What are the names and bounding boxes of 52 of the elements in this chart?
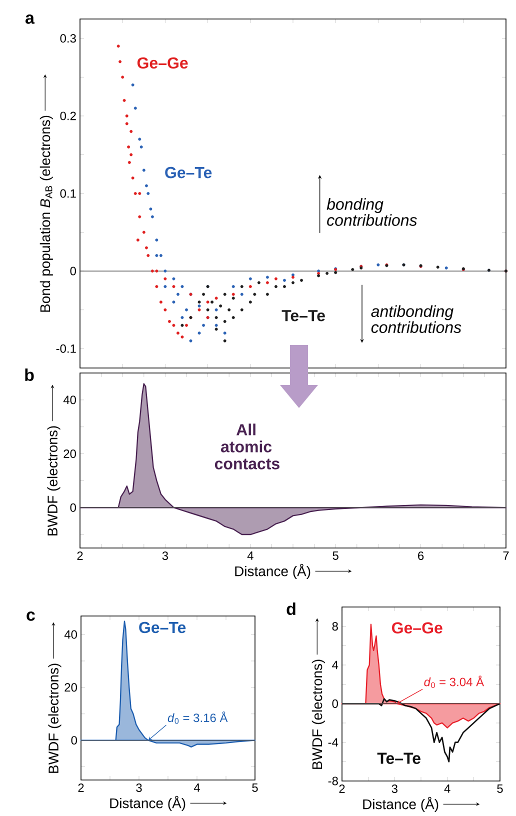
- y-axis-title: BWDF (electrons): [312, 660, 325, 769]
- y-axis-title: BWDF (electrons): [48, 664, 62, 773]
- series-label: Ge–Ge: [137, 57, 188, 69]
- x-tick-label: 3: [136, 784, 142, 792]
- x-tick-label: 4: [247, 552, 254, 560]
- y-tick-label: 0: [332, 699, 338, 708]
- y-axis-title: Bond population B$_{AB}$ (electrons): [40, 116, 53, 312]
- x-axis-title: Distance (Å): [363, 796, 438, 812]
- x-axis-title: Distance (Å): [110, 796, 186, 811]
- x-tick-label: 4: [444, 784, 450, 793]
- x-tick-label: 4: [194, 784, 200, 792]
- annotation: bonding contributions: [326, 198, 417, 226]
- y-axis-title: BWDF (electrons): [47, 426, 60, 536]
- chart-title: b: [25, 368, 34, 382]
- y-tick-label: 0: [71, 736, 77, 745]
- x-tick-label: 2: [77, 552, 83, 560]
- series-label: Ge–Ge: [392, 622, 442, 634]
- y-tick-label: 8: [332, 622, 338, 631]
- series-label: Te–Te: [377, 752, 420, 764]
- series-label: Ge–Te: [139, 622, 186, 634]
- chart-title: c: [26, 612, 35, 621]
- y-tick-label: 0: [70, 266, 76, 276]
- chart-title: a: [26, 14, 35, 24]
- y-tick-label: 40: [63, 396, 76, 404]
- x-tick-label: 6: [418, 552, 424, 560]
- annotation: antibonding contributions: [371, 305, 462, 334]
- x-tick-label: 2: [78, 784, 84, 792]
- y-tick-label: 0.2: [60, 112, 76, 120]
- annotation: d$_{0}$ = 3.04 Å: [424, 676, 484, 688]
- x-tick-label: 3: [162, 552, 168, 560]
- y-tick-label: 0: [70, 503, 76, 512]
- chart-title: d: [286, 602, 296, 616]
- annotation: d$_{0}$ = 3.16 Å: [168, 711, 228, 724]
- x-tick-label: 5: [497, 784, 503, 793]
- series-label: Ge–Te: [165, 166, 212, 178]
- y-tick-label: 40: [64, 630, 77, 639]
- series-label: Te–Te: [282, 310, 325, 322]
- x-tick-label: 7: [503, 552, 509, 560]
- y-tick-label: 0.3: [60, 34, 76, 43]
- text: All atomic contacts: [214, 424, 280, 470]
- x-tick-label: 5: [332, 552, 338, 560]
- y-tick-label: -0.1: [56, 344, 76, 353]
- y-tick-label: -4: [328, 738, 338, 746]
- x-axis-title: Distance (Å): [235, 564, 310, 580]
- y-tick-label: 20: [64, 683, 77, 692]
- y-tick-label: 4: [332, 660, 338, 670]
- x-tick-label: 2: [339, 784, 345, 793]
- y-tick-label: -8: [328, 776, 338, 786]
- y-tick-label: 20: [64, 450, 76, 458]
- x-tick-label: 5: [252, 784, 258, 792]
- y-tick-label: 0.1: [60, 189, 76, 198]
- x-tick-label: 3: [392, 784, 398, 794]
